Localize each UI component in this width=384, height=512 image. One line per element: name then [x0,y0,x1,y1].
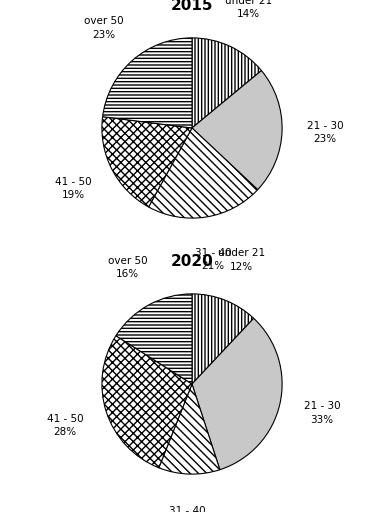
Text: 31 - 40
21%: 31 - 40 21% [195,248,231,271]
Text: 41 - 50
19%: 41 - 50 19% [55,177,91,200]
Wedge shape [116,294,192,384]
Wedge shape [102,336,192,468]
Wedge shape [192,318,282,470]
Text: under 21
12%: under 21 12% [217,248,265,271]
Text: over 50
23%: over 50 23% [84,16,124,39]
Text: over 50
16%: over 50 16% [108,255,147,279]
Text: 21 - 30
33%: 21 - 30 33% [304,401,341,424]
Text: 21 - 30
23%: 21 - 30 23% [307,121,344,144]
Text: under 21
14%: under 21 14% [225,0,272,19]
Wedge shape [159,384,220,474]
Wedge shape [102,117,192,207]
Text: 31 - 40
11%: 31 - 40 11% [169,506,206,512]
Title: 2020: 2020 [170,254,214,269]
Title: 2015: 2015 [171,0,213,13]
Text: 41 - 50
28%: 41 - 50 28% [47,414,83,437]
Wedge shape [103,38,192,128]
Wedge shape [192,294,254,384]
Wedge shape [149,128,258,218]
Wedge shape [192,38,262,128]
Wedge shape [192,71,282,189]
